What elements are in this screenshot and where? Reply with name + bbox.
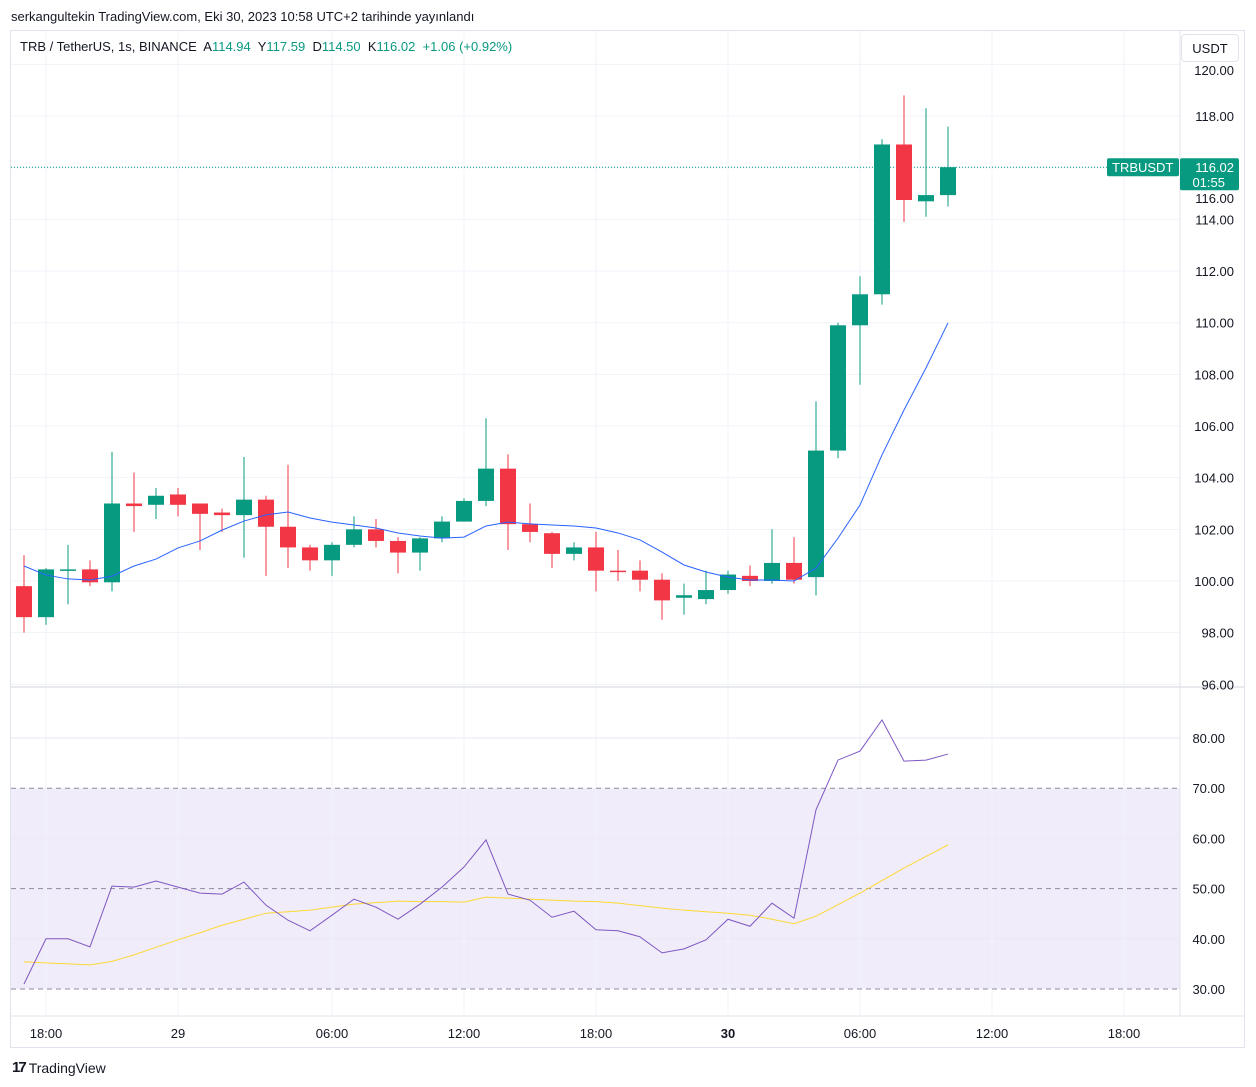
candle-up [478, 468, 494, 501]
candle-up [852, 294, 868, 326]
time-tick-label: 18:00 [30, 1026, 63, 1041]
candle-up [104, 503, 120, 583]
candle-up [720, 574, 736, 591]
candle-up [324, 544, 340, 561]
candle-up [60, 569, 76, 571]
time-tick-label: 12:00 [448, 1026, 481, 1041]
rsi-tick-label: 70.00 [1192, 781, 1225, 796]
price-tick-label: 98.00 [1201, 626, 1234, 641]
price-tag-symbol-bg [1107, 158, 1179, 177]
candle-down [544, 533, 560, 554]
published-caption: serkangultekin TradingView.com, Eki 30, … [11, 9, 475, 24]
candle-down [522, 524, 538, 532]
price-tick-label: 102.00 [1194, 522, 1234, 537]
candle-down [280, 526, 296, 548]
candle-up [830, 325, 846, 451]
time-tick-label: 29 [171, 1026, 185, 1041]
tradingview-logo-text: TradingView [28, 1059, 106, 1076]
high-value: 117.59 [266, 39, 306, 54]
symbol-title[interactable]: TRB / TetherUS, 1s, BINANCE [20, 39, 197, 54]
candle-down [192, 503, 208, 514]
candle-down [390, 540, 406, 553]
close-label: K [367, 39, 377, 54]
price-tick-label: 108.00 [1194, 367, 1234, 382]
candle-up [918, 195, 934, 202]
rsi-tick-label: 60.00 [1192, 831, 1225, 846]
price-tick-label: 114.00 [1195, 212, 1234, 227]
candle-up [676, 595, 692, 598]
candle-up [566, 547, 582, 554]
low-label: D [312, 39, 322, 54]
chart-frame [10, 30, 1245, 1048]
candle-up [456, 500, 472, 522]
moving-average-line [23, 322, 949, 582]
candle-up [764, 562, 780, 581]
price-tick-label: 110.00 [1195, 316, 1234, 331]
candle-up [698, 590, 714, 600]
open-label: A [203, 39, 212, 54]
candle-down [632, 570, 648, 580]
time-tick-label: 06:00 [844, 1026, 877, 1041]
price-tick-label: 118.00 [1195, 109, 1234, 124]
price-tick-label: 112.00 [1195, 264, 1234, 279]
candle-down [654, 579, 670, 601]
candle-down [500, 468, 516, 525]
price-tag-price: 116.02 [1195, 160, 1234, 175]
candle-up [874, 144, 890, 295]
time-tick-label: 12:00 [976, 1026, 1009, 1041]
high-label: Y [257, 39, 267, 54]
symbol-legend: TRB / TetherUS, 1s, BINANCE A114.94 Y117… [20, 39, 513, 54]
price-tick-label: 96.00 [1201, 677, 1234, 692]
candle-down [214, 512, 230, 516]
candle-down [588, 547, 604, 571]
low-value: 114.50 [321, 39, 361, 54]
candle-down [896, 144, 912, 201]
price-tag-countdown: 01:55 [1192, 175, 1225, 190]
price-tick-label: 100.00 [1194, 574, 1234, 589]
candle-down [368, 529, 384, 541]
candle-up [808, 450, 824, 578]
time-tick-label: 18:00 [580, 1026, 613, 1041]
time-tick-label: 18:00 [1108, 1026, 1141, 1041]
candle-down [742, 575, 758, 581]
candle-down [786, 562, 802, 580]
candle-up [38, 569, 54, 618]
time-tick-label: 30 [721, 1026, 735, 1041]
open-value: 114.94 [211, 39, 251, 54]
currency-button[interactable]: USDT [1181, 34, 1239, 62]
candle-down [170, 494, 186, 505]
candle-up [940, 167, 956, 196]
tradingview-logo[interactable]: 17 TradingView [12, 1059, 106, 1076]
candle-down [610, 570, 626, 573]
candle-up [434, 521, 450, 539]
rsi-tick-label: 40.00 [1192, 932, 1225, 947]
price-tick-label: 120.00 [1194, 63, 1234, 78]
price-tag-symbol: TRBUSDT [1112, 160, 1173, 175]
candle-down [302, 547, 318, 561]
rsi-line [23, 718, 949, 985]
candle-down [126, 503, 142, 507]
candle-up [236, 499, 252, 516]
rsi-tick-label: 50.00 [1192, 882, 1225, 897]
time-tick-label: 06:00 [316, 1026, 349, 1041]
change-value: +1.06 (+0.92%) [422, 39, 513, 54]
rsi-ma-line [23, 844, 949, 966]
candle-down [258, 499, 274, 527]
price-tick-label: 106.00 [1194, 419, 1234, 434]
candle-up [148, 495, 164, 505]
price-tick-label: 116.00 [1195, 191, 1234, 206]
candle-up [346, 529, 362, 545]
candle-up [412, 538, 428, 553]
price-tick-label: 104.00 [1194, 471, 1234, 486]
rsi-tick-label: 80.00 [1192, 731, 1225, 746]
close-value: 116.02 [376, 39, 416, 54]
price-tag-bg [1180, 158, 1239, 191]
rsi-tick-label: 30.00 [1192, 982, 1225, 997]
candle-down [16, 586, 32, 618]
tradingview-logo-icon: 17 [12, 1059, 27, 1076]
